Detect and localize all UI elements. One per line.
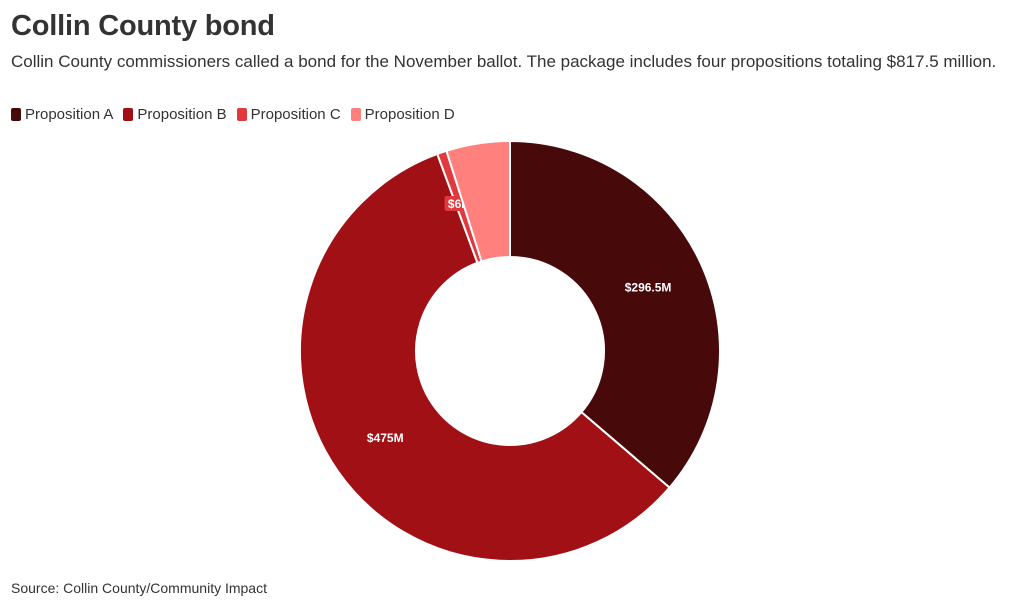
legend-swatch (350, 108, 361, 121)
legend-label: Proposition C (250, 106, 341, 123)
donut-slice-proposition-b[interactable] (299, 152, 671, 562)
data-label-proposition-a: $296.5M (625, 280, 672, 294)
legend-swatch (11, 108, 21, 121)
legend-item-proposition-d[interactable]: Proposition D (350, 106, 455, 123)
legend-item-proposition-b[interactable]: Proposition B (123, 106, 227, 123)
legend-label: Proposition A (25, 106, 114, 123)
legend-item-proposition-a[interactable]: Proposition A (11, 106, 113, 123)
legend-label: Proposition B (137, 106, 227, 123)
legend: Proposition A Proposition B Proposition … (11, 106, 455, 123)
legend-label: Proposition D (364, 106, 455, 123)
donut-slice-proposition-a[interactable] (509, 139, 721, 489)
legend-swatch (123, 108, 134, 121)
donut-slice-proposition-d[interactable] (445, 139, 511, 263)
data-label-proposition-b: $475M (367, 431, 404, 445)
chart-subtitle: Collin County commissioners called a bon… (11, 52, 997, 71)
legend-swatch (236, 108, 247, 121)
legend-item-proposition-c[interactable]: Proposition C (236, 106, 341, 123)
source-note: Source: Collin County/Community Impact (11, 580, 267, 596)
chart-title: Collin County bond (11, 10, 275, 42)
